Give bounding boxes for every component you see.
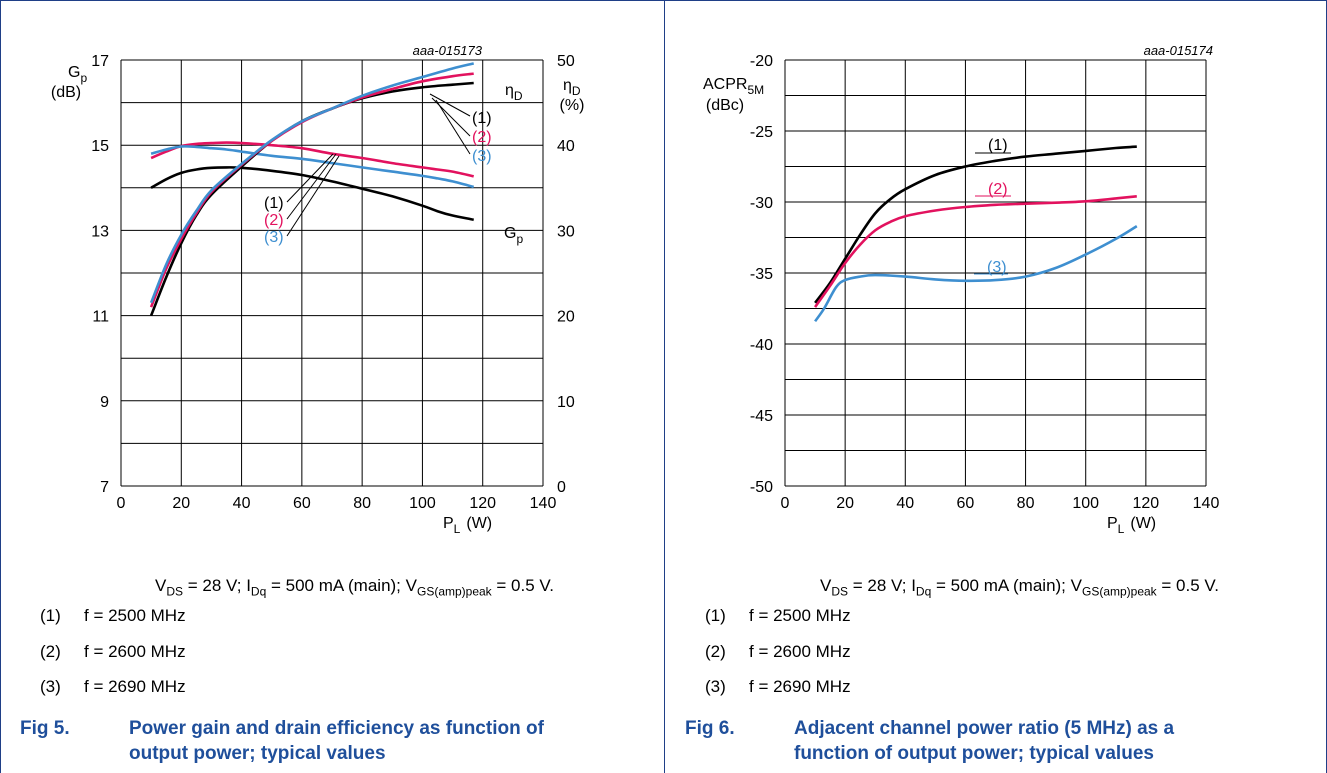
- figure-code-label: aaa-015174: [1144, 43, 1213, 58]
- test-conditions: VDS = 28 V; IDq = 500 mA (main); VGS(amp…: [155, 576, 554, 599]
- x-tick-label: 140: [530, 495, 557, 512]
- figure-title: Power gain and drain efficiency as funct…: [129, 718, 544, 764]
- y-tick-label: -50: [750, 479, 773, 496]
- x-tick-label: 0: [781, 495, 790, 512]
- figure-number: Fig 5.: [20, 718, 70, 739]
- figure-code-label: aaa-015173: [413, 43, 483, 58]
- eta-curve-label: ηD: [505, 82, 523, 103]
- acpr-curve-2: [814, 195, 1137, 308]
- gain-curve-1: [150, 166, 474, 222]
- x-tick-label: 120: [1133, 495, 1160, 512]
- gain-curve-2: [150, 141, 474, 178]
- y-tick-label: 17: [91, 53, 109, 70]
- eta-marker-2: (2): [472, 129, 492, 146]
- gp-marker-2: (2): [264, 212, 284, 229]
- figure-5-panel: 0 20 40 60 80 100 120 140 7 9 11 13 15 17 0 10 20 30 40 50 …: [20, 43, 585, 764]
- frame-divider: [664, 0, 665, 773]
- eta-marker-1: (1): [472, 110, 492, 127]
- x-tick-label: 40: [896, 495, 914, 512]
- x-tick-label: 80: [353, 495, 371, 512]
- x-tick-label: 60: [957, 495, 975, 512]
- efficiency-curve-3: [149, 62, 475, 304]
- gp-marker-3: (3): [264, 229, 284, 246]
- acpr-marker-3: (3): [987, 259, 1007, 276]
- figure-title: Adjacent channel power ratio (5 MHz) as …: [794, 718, 1175, 764]
- y-tick-label: 9: [100, 394, 109, 411]
- y-right-tick-label: 40: [557, 138, 575, 155]
- y-right-tick-label: 0: [557, 479, 566, 496]
- efficiency-curve-2: [149, 72, 474, 308]
- y-tick-label: -40: [750, 337, 773, 354]
- figure-5-chart: 0 20 40 60 80 100 120 140791113151701020304050 …: [51, 43, 585, 536]
- y-axis-unit: (dBc): [706, 97, 744, 114]
- x-tick-label: 40: [233, 495, 251, 512]
- y-axis-left-label: Gp: [68, 64, 87, 85]
- y-axis-right-label: ηD: [563, 77, 581, 98]
- gp-marker-1: (1): [264, 195, 284, 212]
- x-tick-label: 0: [117, 495, 126, 512]
- acpr-curve-3: [814, 224, 1138, 323]
- y-tick-label: -25: [750, 124, 773, 141]
- y-tick-label: -45: [750, 408, 773, 425]
- legend-item-3: (3) f = 2690 MHz: [40, 677, 186, 696]
- legend-item-2: (2) f = 2600 MHz: [705, 642, 851, 661]
- acpr-curve-1: [814, 145, 1137, 304]
- y-right-tick-label: 20: [557, 309, 575, 326]
- frame-left: [0, 0, 1, 773]
- gp-marker-line-2: [286, 153, 337, 220]
- acpr-marker-1: (1): [988, 137, 1008, 154]
- figure-6-chart: 0 20 40 60 80 100 120 140-50-45-40-35-30-25-20 …: [703, 43, 1220, 536]
- y-tick-label: 7: [100, 479, 109, 496]
- y-tick-label: 11: [92, 309, 109, 326]
- acpr-markers: (1) (2) (3): [974, 137, 1011, 276]
- gp-markers: (1) (2) (3): [264, 153, 340, 246]
- legend-item-1: (1) f = 2500 MHz: [705, 606, 851, 625]
- legend-item-3: (3) f = 2690 MHz: [705, 677, 851, 696]
- frame-top: [0, 0, 1327, 1]
- x-tick-label: 20: [172, 495, 190, 512]
- x-tick-label: 140: [1193, 495, 1220, 512]
- eta-marker-line-3: [435, 99, 471, 155]
- y-tick-label: -35: [750, 266, 773, 283]
- eta-marker-line-1: [429, 93, 471, 117]
- y-tick-label: -30: [750, 195, 773, 212]
- y-axis-left-unit: (dB): [51, 84, 81, 101]
- x-tick-label: 100: [1072, 495, 1099, 512]
- legend-item-2: (2) f = 2600 MHz: [40, 642, 186, 661]
- x-axis-label: PL (W): [1107, 515, 1156, 536]
- gp-marker-line-1: [286, 153, 334, 203]
- legend-item-1: (1) f = 2500 MHz: [40, 606, 186, 625]
- x-tick-label: 100: [409, 495, 436, 512]
- y-tick-label: 13: [91, 223, 109, 240]
- x-tick-label: 20: [836, 495, 854, 512]
- y-right-tick-label: 30: [557, 223, 575, 240]
- x-tick-label: 120: [469, 495, 496, 512]
- figure-6-panel: 0 20 40 60 80 100 120 140 -50 -45 -40 -35 -30 -25 -20 …: [665, 0, 1327, 773]
- acpr-marker-2: (2): [988, 181, 1008, 198]
- figure-number: Fig 6.: [685, 718, 735, 739]
- x-tick-label: 80: [1017, 495, 1035, 512]
- x-axis-label: PL (W): [443, 515, 492, 536]
- y-right-tick-label: 10: [557, 394, 575, 411]
- eta-marker-3: (3): [472, 148, 492, 165]
- gp-curve-label: Gp: [504, 225, 523, 246]
- y-right-tick-label: 50: [557, 53, 575, 70]
- y-axis-label: ACPR5M: [703, 76, 764, 97]
- eta-marker-line-2: [431, 97, 471, 137]
- eta-markers: (1) (2) (3): [429, 93, 492, 165]
- gp-marker-line-3: [286, 155, 340, 237]
- y-tick-label: -20: [750, 53, 773, 70]
- test-conditions: VDS = 28 V; IDq = 500 mA (main); VGS(amp…: [820, 576, 1219, 599]
- y-axis-right-unit: (%): [560, 97, 585, 114]
- x-tick-label: 60: [293, 495, 311, 512]
- y-tick-label: 15: [91, 138, 109, 155]
- gain-curve-3: [150, 145, 475, 189]
